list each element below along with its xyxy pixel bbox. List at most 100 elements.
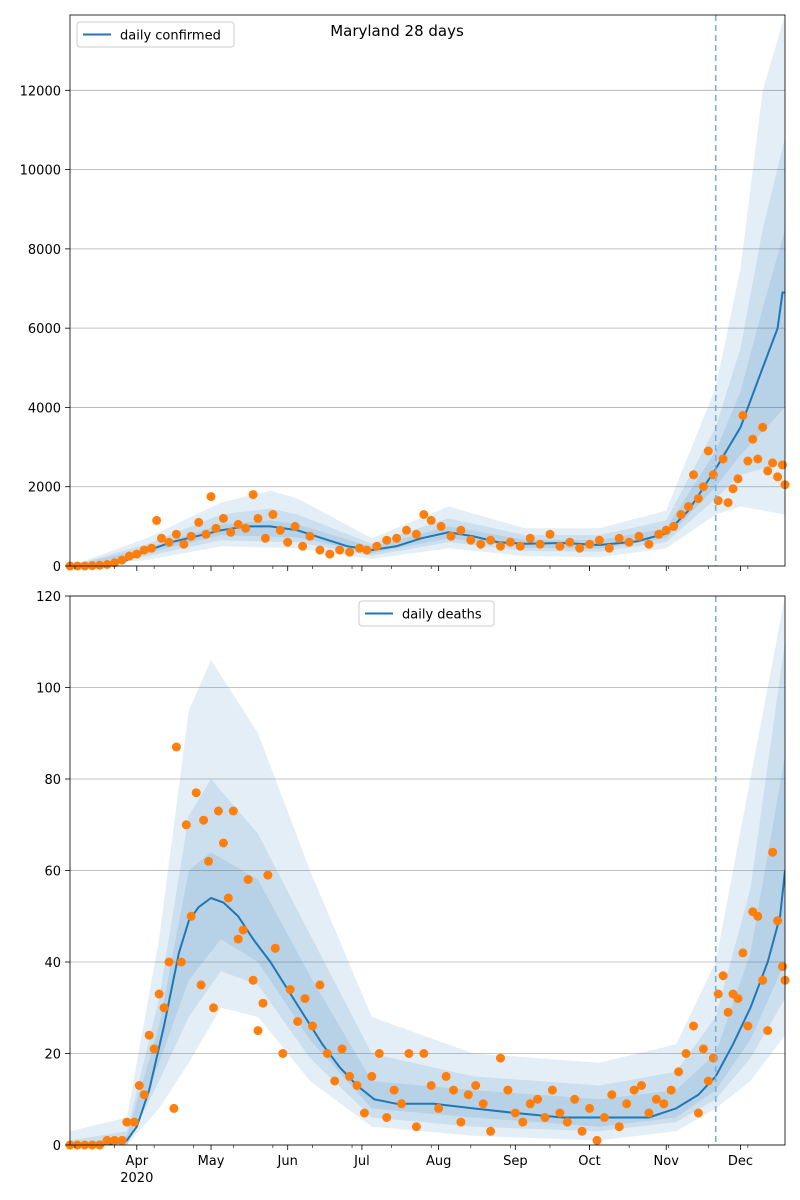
x-tick-label: Jun (277, 1154, 298, 1169)
observed-point (599, 1113, 609, 1122)
observed-point (382, 535, 392, 545)
x-tick-label: Nov (654, 1154, 680, 1169)
observed-point (218, 838, 228, 848)
observed-point (510, 1108, 520, 1118)
observed-point (233, 934, 243, 944)
x-tick-label: Oct (578, 1154, 600, 1169)
observed-point (392, 533, 402, 543)
observed-point (763, 1026, 773, 1036)
confirmed-legend[interactable]: daily confirmed (76, 21, 235, 48)
observed-point (698, 482, 708, 492)
confirmed-gridlines (70, 89, 785, 567)
observed-point (157, 533, 166, 543)
observed-point (718, 454, 728, 464)
observed-point (733, 474, 743, 484)
observed-point (515, 541, 525, 551)
median-line (70, 870, 785, 1145)
observed-point (132, 549, 142, 559)
y-tick-label: 6000 (28, 322, 61, 337)
observed-point (476, 539, 486, 549)
deaths-panel: 0 20 40 60 80 100 120 Apr May Jun Jul Aug Sep Oct Nov… (36, 590, 790, 1186)
x-axis-year-label: 2020 (120, 1171, 153, 1186)
observed-point (533, 1094, 543, 1104)
y-tick-label: 0 (53, 560, 61, 575)
observed-point (201, 529, 211, 539)
observed-point (570, 1094, 580, 1104)
observed-point (147, 543, 157, 553)
observed-point (674, 1067, 684, 1077)
observed-point (258, 998, 268, 1008)
deaths-median-line-group (70, 870, 785, 1145)
observed-point (436, 521, 446, 531)
observed-point (723, 1007, 733, 1017)
observed-point (689, 1021, 698, 1031)
confirmed-y-ticks: 0 2000 4000 6000 8000 10000 12000 (20, 84, 70, 575)
y-tick-label: 120 (36, 590, 61, 605)
observed-point (169, 1103, 179, 1113)
deaths-legend[interactable]: daily deaths (358, 600, 495, 627)
observed-point (194, 517, 204, 527)
observed-point (308, 1021, 317, 1031)
confirmed-chart-title: Maryland 28 days (330, 22, 464, 40)
observed-point (577, 1126, 587, 1136)
observed-point (206, 492, 216, 502)
observed-point (419, 510, 429, 519)
observed-point (703, 446, 713, 456)
deaths-y-ticks: 0 20 40 60 80 100 120 (36, 590, 70, 1154)
observed-point (248, 490, 258, 500)
x-tick-label: Jul (353, 1154, 370, 1169)
observed-point (248, 975, 258, 985)
observed-point (186, 911, 196, 921)
observed-point (555, 541, 565, 551)
observed-point (228, 806, 238, 816)
observed-point (555, 1108, 565, 1118)
observed-point (117, 1135, 127, 1145)
observed-point (404, 1049, 414, 1058)
observed-point (397, 1099, 406, 1109)
observed-point (758, 422, 768, 432)
y-tick-label: 20 (44, 1048, 61, 1063)
observed-point (614, 533, 624, 543)
observed-point (738, 410, 748, 420)
observed-point (372, 541, 382, 551)
observed-point (703, 1076, 713, 1086)
observed-point (144, 1030, 154, 1040)
y-tick-label: 10000 (20, 164, 61, 179)
observed-point (449, 1085, 458, 1095)
observed-point (471, 1081, 481, 1090)
confirmed-uncertainty-bands (70, 15, 785, 566)
observed-point (367, 1071, 377, 1081)
observed-point (466, 535, 476, 545)
confirmed-panel: 0 2000 4000 6000 8000 10000 12000 Maryland 28 … (20, 14, 790, 575)
observed-point (565, 537, 575, 547)
observed-point (728, 484, 738, 494)
observed-point (743, 456, 753, 466)
observed-point (110, 558, 119, 568)
confirmed-legend-label: daily confirmed (120, 29, 221, 44)
observed-point (362, 545, 372, 555)
observed-point (629, 1085, 639, 1095)
observed-point (191, 788, 201, 798)
x-tick-label: Dec (728, 1154, 753, 1169)
observed-point (684, 502, 693, 511)
observed-point (624, 537, 634, 547)
observed-point (778, 962, 787, 972)
observed-point (661, 525, 671, 535)
observed-point (199, 815, 209, 825)
observed-point (278, 1049, 288, 1058)
observed-point (505, 537, 515, 547)
observed-point (575, 543, 585, 553)
observed-point (325, 549, 335, 559)
observed-point (419, 1049, 429, 1058)
observed-point (644, 539, 654, 549)
observed-point (233, 519, 243, 529)
observed-point (644, 1108, 654, 1118)
observed-point (545, 529, 555, 539)
observed-point (129, 1117, 139, 1127)
observed-point (753, 454, 763, 464)
observed-point (411, 1122, 421, 1132)
observed-point (733, 994, 743, 1004)
observed-point (159, 1003, 169, 1013)
observed-point (547, 1085, 557, 1095)
observed-point (300, 994, 310, 1004)
